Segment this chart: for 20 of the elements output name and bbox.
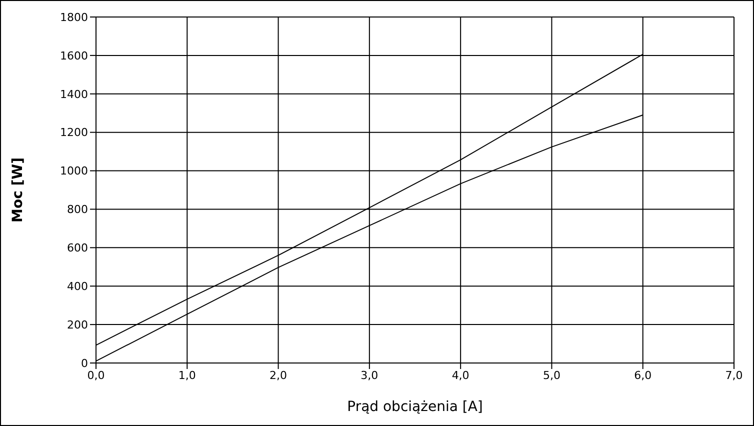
x-tick-label: 2,0 — [270, 368, 288, 382]
x-tick-label: 7,0 — [725, 368, 743, 382]
x-axis-title: Prąd obciążenia [A] — [347, 399, 483, 415]
y-tick-label: 0 — [81, 356, 88, 370]
y-tick-label: 800 — [67, 203, 88, 216]
x-tick-label: 3,0 — [360, 368, 378, 382]
y-tick-label: 1000 — [60, 164, 88, 178]
x-tick-label: 6,0 — [634, 368, 652, 382]
y-tick-label: 1400 — [60, 88, 88, 101]
y-tick-label: 200 — [67, 318, 88, 332]
y-tick-label: 1600 — [60, 49, 88, 62]
x-tick-label: 0,0 — [87, 368, 105, 382]
y-tick-label: 400 — [67, 280, 88, 294]
x-tick-label: 4,0 — [452, 368, 470, 382]
y-tick-label: 1200 — [60, 126, 88, 140]
x-tick-label: 5,0 — [542, 368, 560, 382]
y-tick-label: 600 — [67, 242, 88, 255]
x-tick-label: 1,0 — [178, 368, 196, 382]
y-tick-label: 1800 — [60, 10, 88, 24]
y-axis-title: Moc [W] — [10, 158, 26, 222]
